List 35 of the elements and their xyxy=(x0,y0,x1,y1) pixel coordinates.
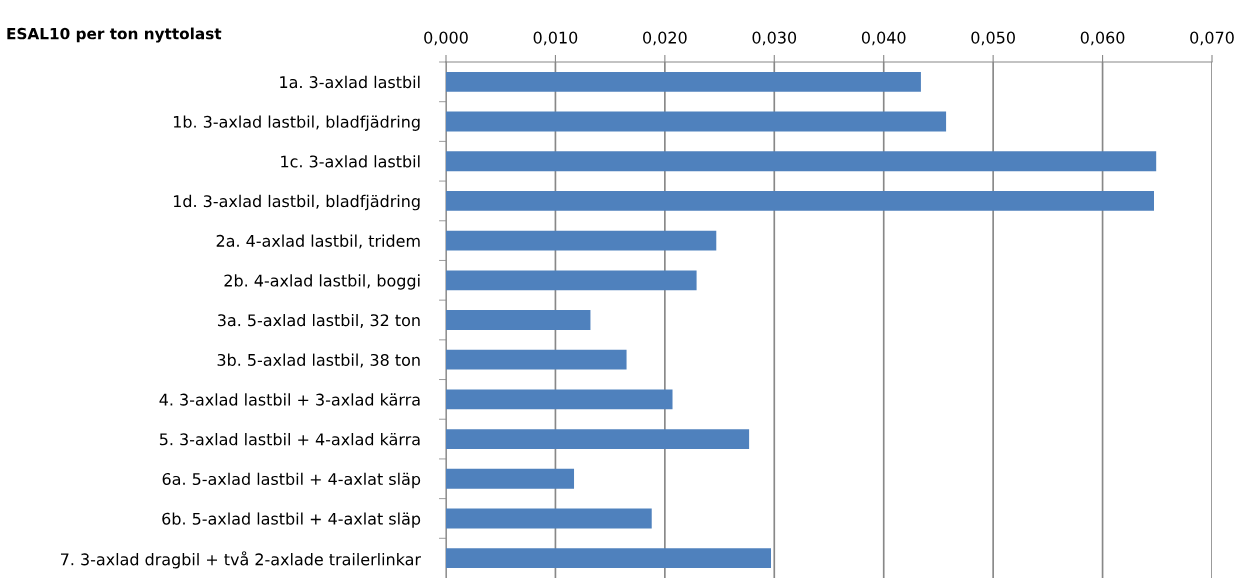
y-tick-label: 2a. 4-axlad lastbil, tridem xyxy=(216,234,420,249)
y-tick-label: 6b. 5-axlad lastbil + 4-axlat släp xyxy=(162,512,421,528)
text: ESAL10 per ton nyttolast xyxy=(7,27,222,43)
x-tick-label: 0,020 xyxy=(643,31,687,46)
x-tick-label: 0,010 xyxy=(533,31,578,46)
bar xyxy=(446,429,750,449)
x-tick-label: 0,040 xyxy=(861,31,906,46)
bar xyxy=(446,389,673,410)
y-tick-label: 2b. 4-axlad lastbil, boggi xyxy=(224,274,420,290)
y-tick-label: 1a. 3-axlad lastbil xyxy=(280,75,420,89)
x-tick-label: 0,030 xyxy=(752,31,797,46)
y-tick-label: 1d. 3-axlad lastbil, bladfjädring xyxy=(173,194,420,211)
bar xyxy=(446,111,947,132)
y-tick-label: 3b. 5-axlad lastbil, 38 ton xyxy=(217,353,420,368)
bar xyxy=(446,270,697,291)
y-tick-label: 1c. 3-axlad lastbil xyxy=(281,155,420,168)
x-tick-label: 0,050 xyxy=(971,31,1015,46)
y-tick-label: 6a. 5-axlad lastbil + 4-axlat släp xyxy=(162,472,421,489)
bar xyxy=(446,151,1157,172)
bar xyxy=(446,508,652,529)
x-tick-label: 0,060 xyxy=(1080,31,1125,46)
y-tick-label: 1b. 3-axlad lastbil, bladfjädring xyxy=(173,115,420,131)
bar xyxy=(446,548,771,569)
x-tick-label: 0,000 xyxy=(424,31,468,46)
bar xyxy=(446,230,717,251)
bar xyxy=(446,191,1154,211)
y-tick-label: 4. 3-axlad lastbil + 3-axlad kärra xyxy=(159,393,420,406)
y-tick-label: 3a. 5-axlad lastbil, 32 ton xyxy=(217,313,420,328)
y-tick-label: 5. 3-axlad lastbil + 4-axlad kärra xyxy=(159,433,420,446)
bar xyxy=(446,310,591,330)
y-tick-label: 7. 3-axlad dragbil + två 2-axlade trailerlinkar xyxy=(60,551,421,569)
x-tick-label: 0,070 xyxy=(1190,31,1234,46)
bar xyxy=(446,71,921,92)
bar xyxy=(446,349,627,370)
bar xyxy=(446,468,575,489)
